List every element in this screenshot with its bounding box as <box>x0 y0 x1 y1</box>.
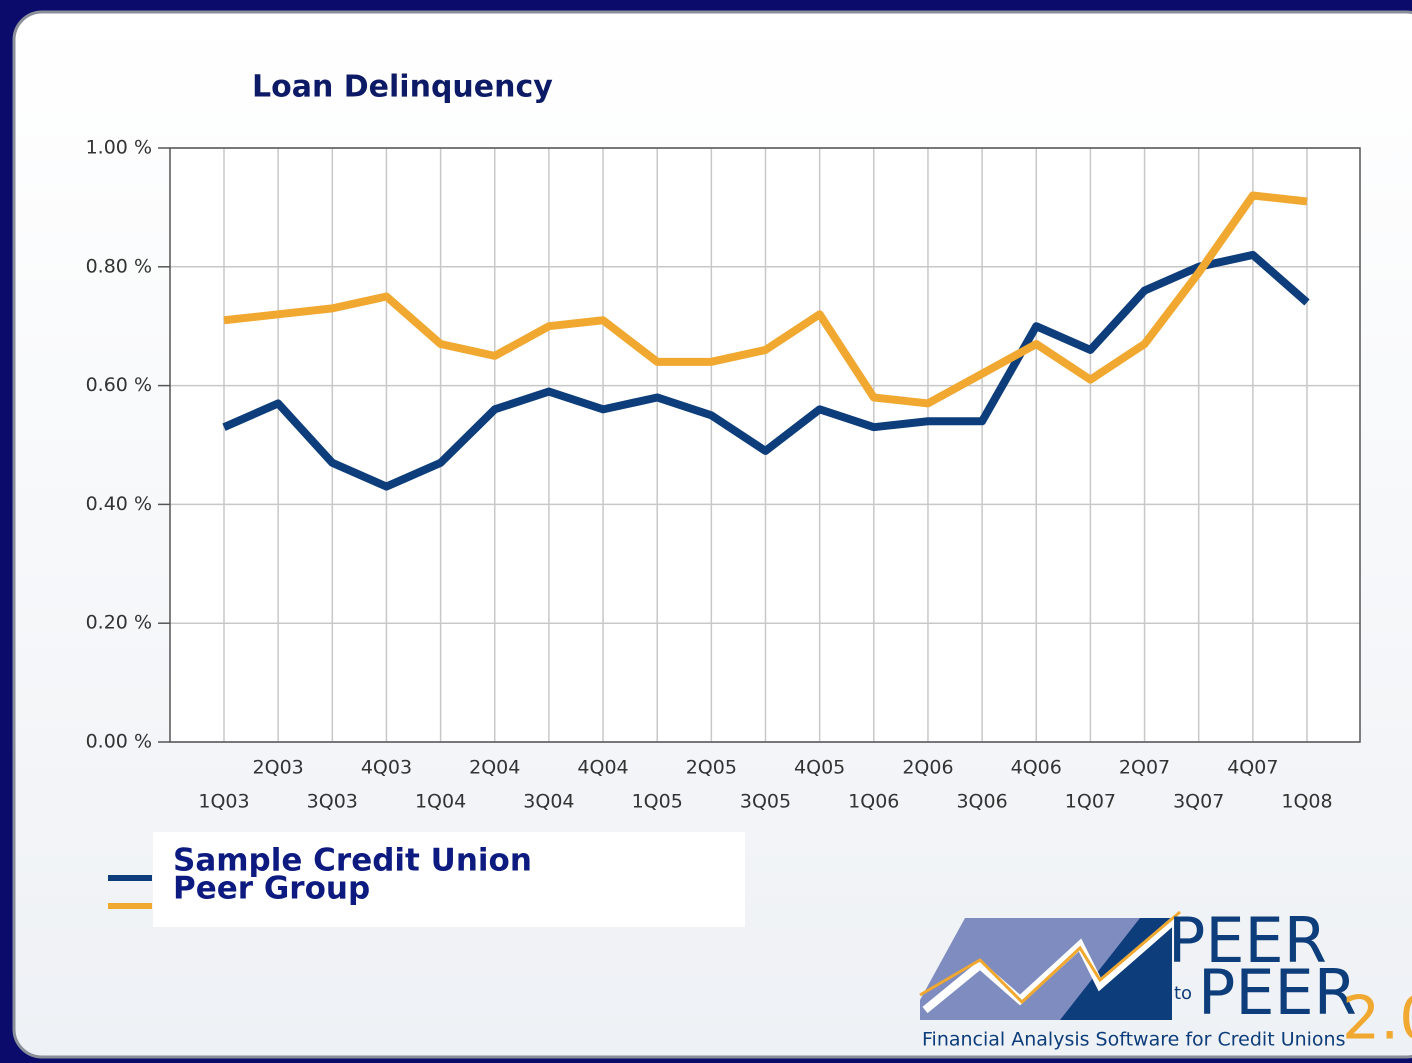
x-tick-label: 3Q04 <box>523 791 574 813</box>
legend-label: Peer Group <box>173 871 370 907</box>
legend-label: Sample Credit Union <box>173 843 532 879</box>
y-tick-label: 0.80 % <box>86 255 152 277</box>
y-tick-label: 1.00 % <box>86 137 152 159</box>
series-line <box>222 250 1310 491</box>
y-tick-label: 0.40 % <box>86 493 152 515</box>
x-tick-label: 4Q06 <box>1011 757 1062 779</box>
x-tick-label: 2Q04 <box>469 757 520 779</box>
x-tick-label: 3Q06 <box>956 791 1007 813</box>
x-tick-label: 2Q03 <box>253 757 304 779</box>
logo-text: 2.0 <box>1342 984 1412 1054</box>
x-tick-label: 3Q07 <box>1173 791 1224 813</box>
logo-line <box>922 911 1183 1014</box>
x-tick-label: 4Q04 <box>577 757 628 779</box>
legend <box>153 832 745 927</box>
logo-text: PEER <box>1198 956 1357 1029</box>
x-tick-label: 2Q06 <box>902 757 953 779</box>
logo-text: PEER <box>1168 904 1327 977</box>
series-line <box>223 191 1308 408</box>
x-tick-label: 4Q03 <box>361 757 412 779</box>
x-tick-label: 2Q07 <box>1119 757 1170 779</box>
logo-line <box>919 910 1181 1005</box>
x-tick-label: 3Q03 <box>307 791 358 813</box>
y-tick-label: 0.60 % <box>86 374 152 396</box>
plot-frame <box>169 147 1361 743</box>
x-tick-label: 4Q05 <box>794 757 845 779</box>
y-tick-label: 0.00 % <box>86 731 152 753</box>
x-tick-label: 1Q05 <box>632 791 683 813</box>
logo-text: to <box>1174 983 1192 1004</box>
logo-tagline: Financial Analysis Software for Credit U… <box>922 1029 1346 1051</box>
x-tick-label: 1Q08 <box>1281 791 1332 813</box>
x-tick-label: 3Q05 <box>740 791 791 813</box>
x-tick-label: 1Q06 <box>848 791 899 813</box>
x-tick-label: 4Q07 <box>1227 757 1278 779</box>
logo: PEER to PEER 2.0 Financial Analysis Soft… <box>919 904 1412 1054</box>
x-tick-label: 1Q07 <box>1065 791 1116 813</box>
y-tick-label: 0.20 % <box>86 612 152 634</box>
x-tick-label: 1Q03 <box>198 791 249 813</box>
chart-title: Loan Delinquency <box>252 70 553 105</box>
x-tick-label: 1Q04 <box>415 791 466 813</box>
x-tick-label: 2Q05 <box>686 757 737 779</box>
